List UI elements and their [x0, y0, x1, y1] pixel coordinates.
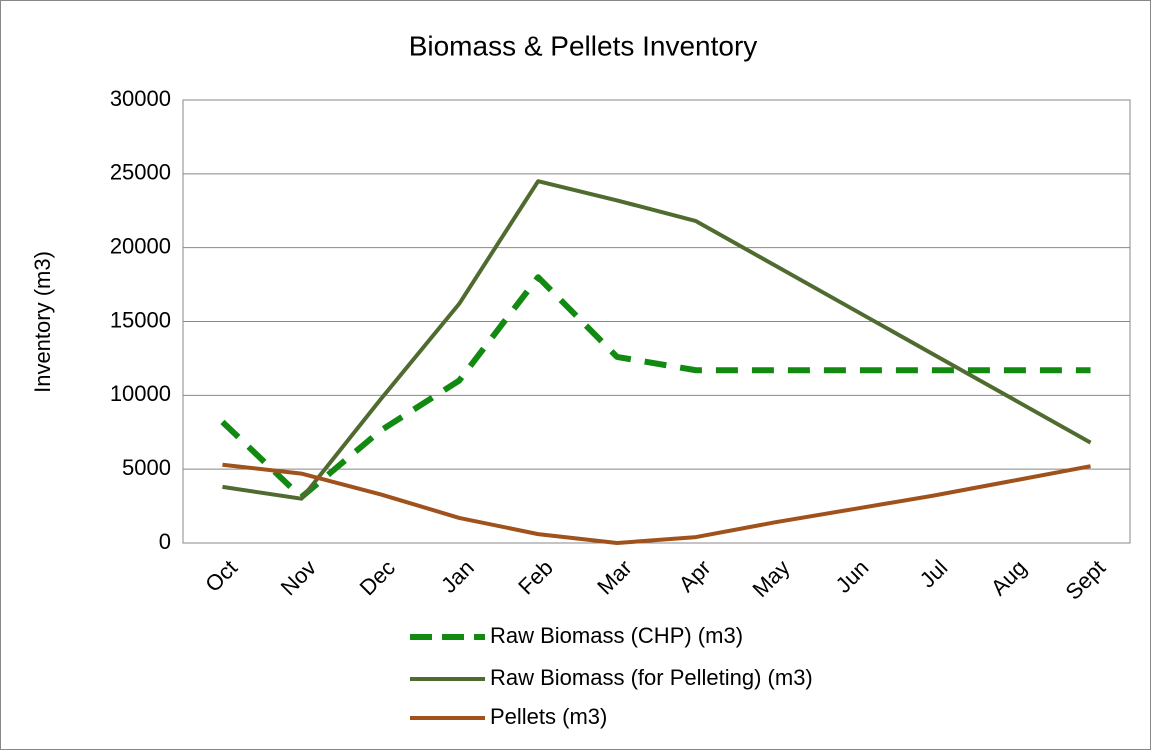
legend-label: Pellets (m3) — [490, 704, 607, 729]
y-tick-label: 15000 — [110, 307, 171, 332]
y-tick-label: 0 — [159, 529, 171, 554]
series-line — [220, 274, 1091, 501]
y-tick-label: 20000 — [110, 233, 171, 258]
y-axis-label: Inventory (m3) — [30, 251, 55, 393]
legend-label: Raw Biomass (for Pelleting) (m3) — [490, 665, 813, 690]
series-line — [222, 462, 1091, 545]
series-line — [222, 179, 1092, 501]
y-tick-label: 25000 — [110, 160, 171, 185]
chart-title: Biomass & Pellets Inventory — [409, 30, 758, 61]
y-tick-label: 10000 — [110, 381, 171, 406]
y-tick-label: 30000 — [110, 86, 171, 111]
y-tick-label: 5000 — [122, 455, 171, 480]
legend-label: Raw Biomass (CHP) (m3) — [490, 623, 743, 648]
plot-border — [182, 99, 1131, 544]
